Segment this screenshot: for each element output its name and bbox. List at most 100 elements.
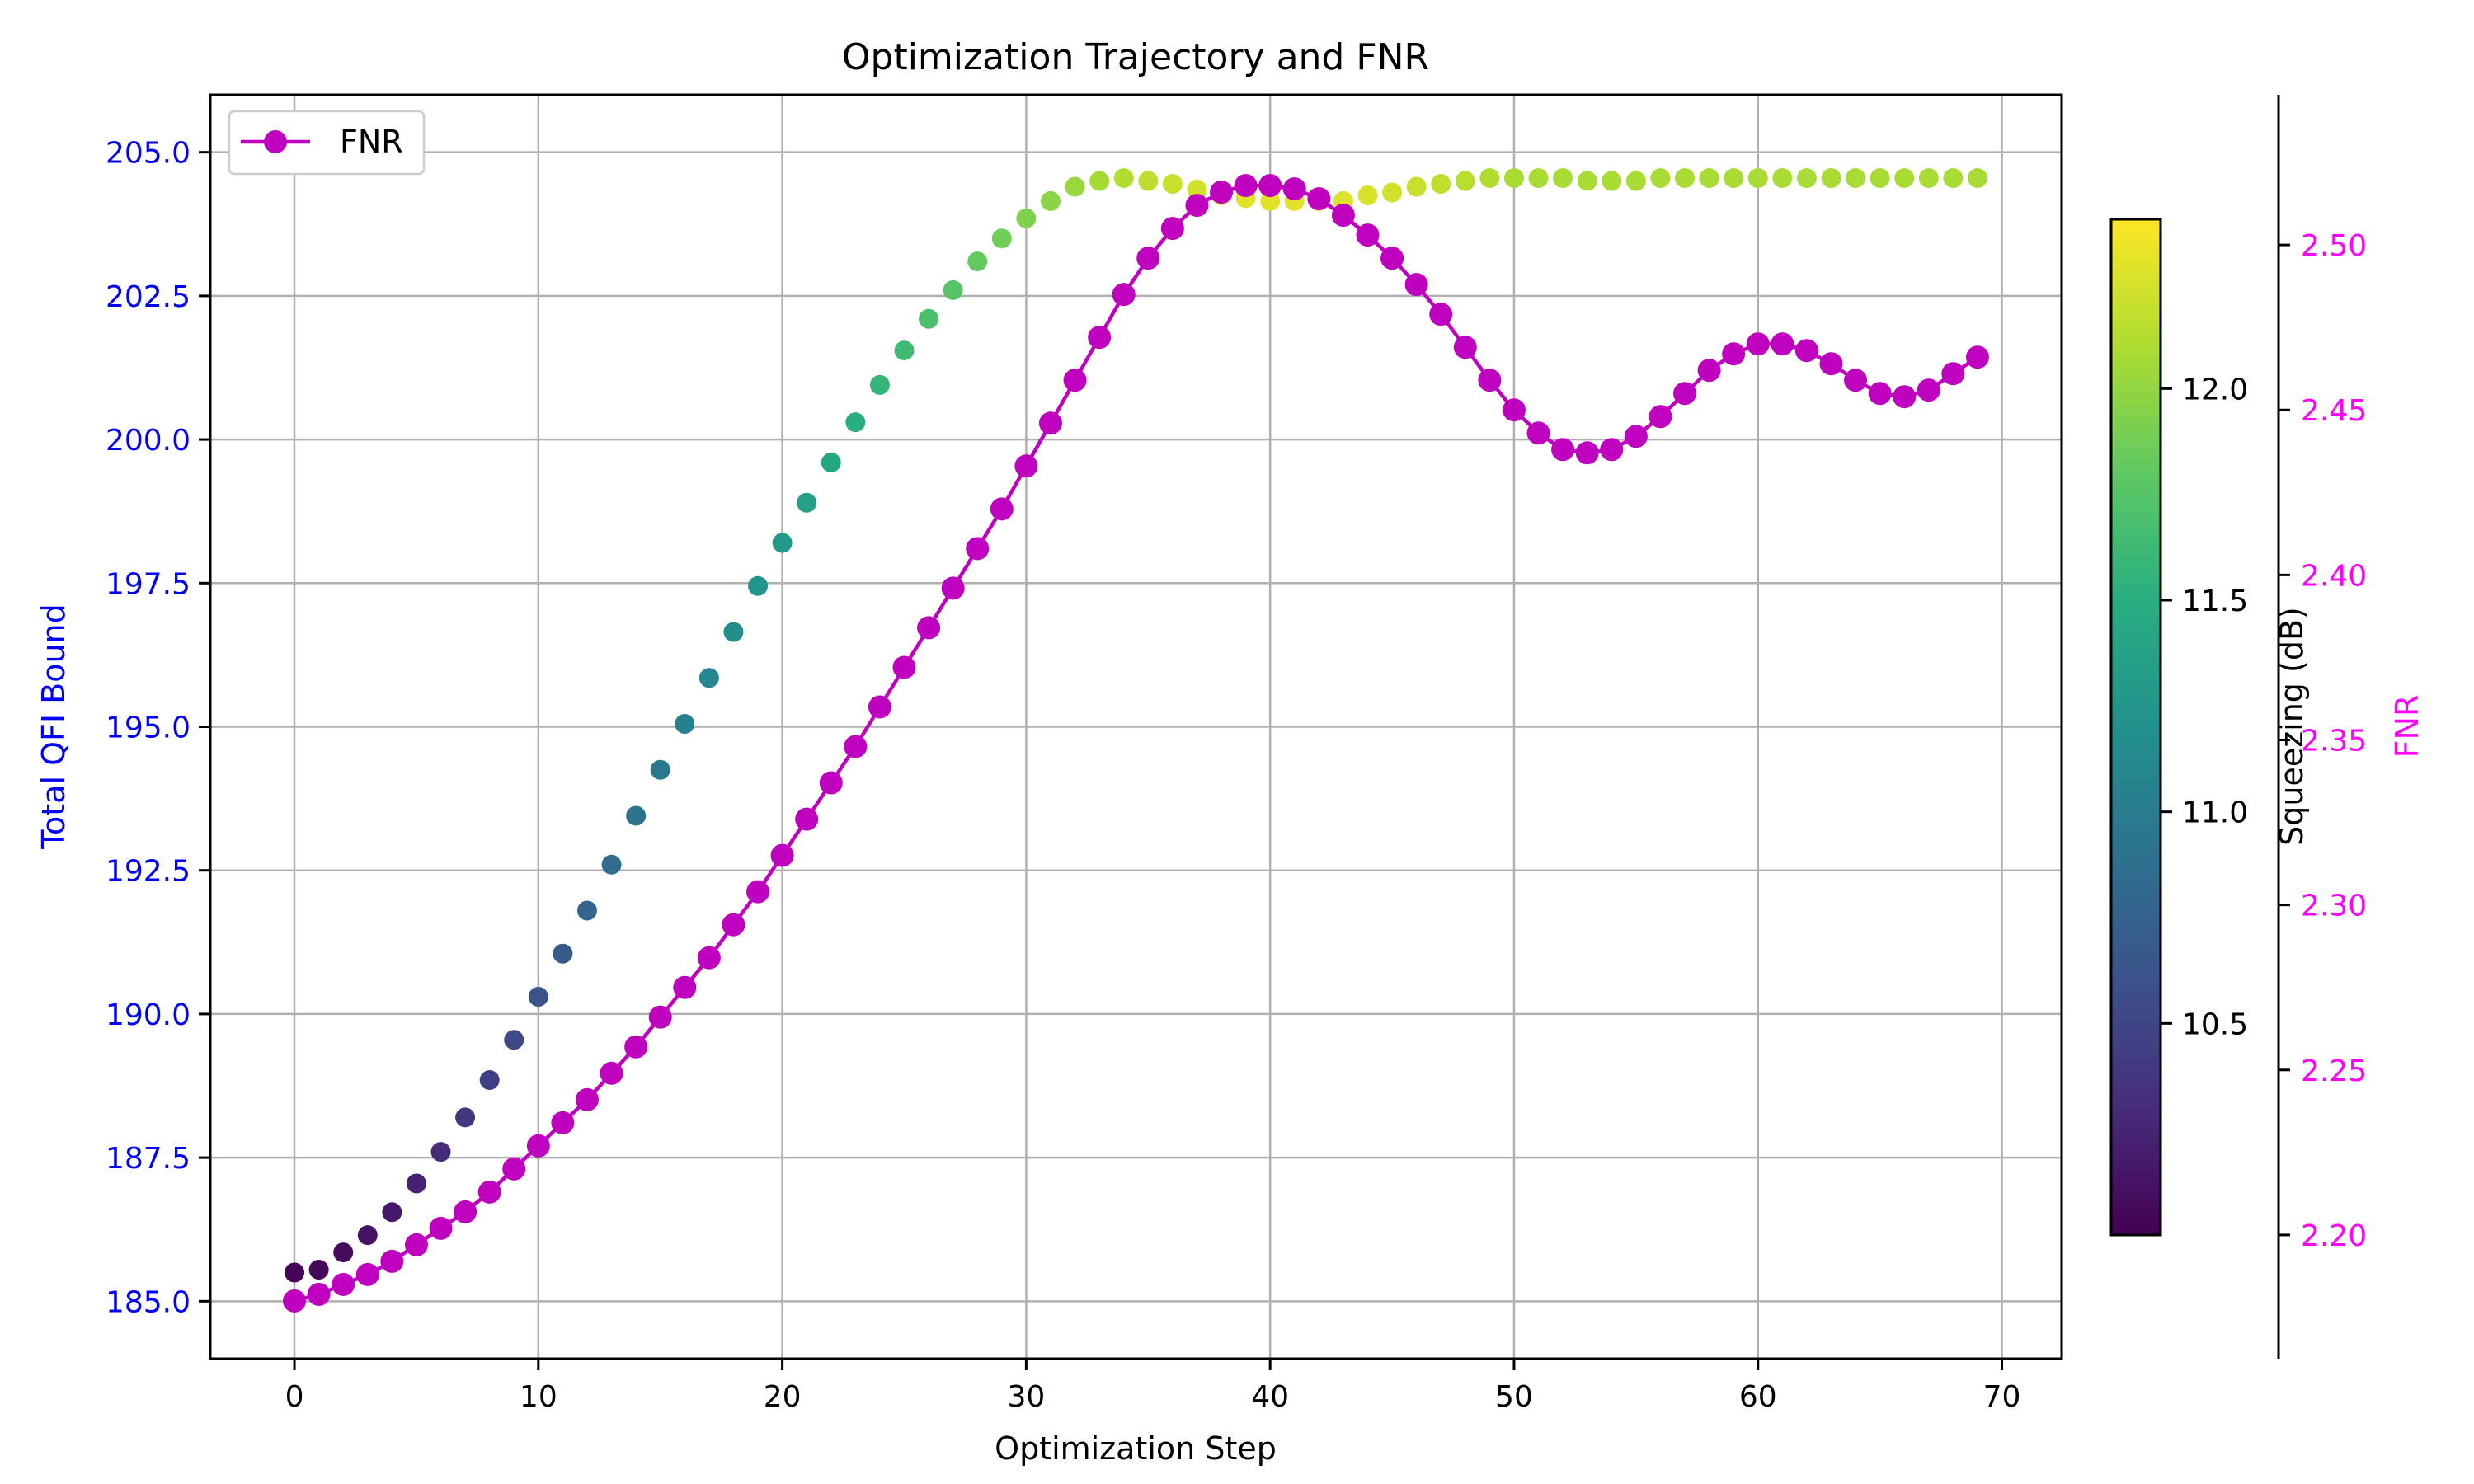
fnr-axis-ticks: 2.20 2.25 2.30 2.35 2.40 2.45 2.50 [2279,229,2367,1253]
fnr-point [526,1134,550,1158]
fnr-point [795,807,819,831]
fnr-axis-label: FNR [2389,695,2425,758]
x-tick-label: 40 [1251,1380,1289,1414]
fnr-point [941,576,965,600]
scatter-point [1625,171,1646,191]
scatter-point [1260,190,1281,211]
fnr-point [332,1272,355,1296]
fnr-tick-label: 2.20 [2301,1219,2367,1253]
fnr-point [746,880,770,904]
fnr-point [1771,332,1794,356]
scatter-point [919,308,939,329]
fnr-point [600,1061,623,1085]
scatter-point [1357,185,1378,205]
fnr-point [1844,369,1868,392]
y-tick-label: 190.0 [106,998,190,1032]
scatter-point [797,492,817,513]
fnr-point [1673,382,1697,406]
scatter-point [1821,168,1841,189]
fnr-point [1160,217,1184,241]
colorbar-tick-label: 11.0 [2182,796,2248,830]
colorbar-gradient [2109,218,2162,1237]
fnr-point [1088,326,1112,350]
fnr-point [1649,405,1672,429]
fnr-tick-label: 2.30 [2301,890,2367,923]
fnr-point [1917,378,1940,402]
fnr-point [283,1289,307,1313]
fnr-tick-label: 2.50 [2301,229,2367,263]
scatter-point [650,759,670,780]
fnr-point [1063,369,1087,392]
scatter-point [1724,168,1744,189]
fnr-tick-label: 2.25 [2301,1054,2367,1088]
fnr-point [648,1005,672,1029]
fnr-point [1502,398,1526,422]
scatter-point [553,943,573,964]
scatter-point [1650,168,1671,189]
x-tick-label: 30 [1007,1380,1045,1414]
scatter-point [943,279,963,300]
fnr-point [1965,345,1989,369]
scatter-point [1846,168,1866,189]
scatter-point [991,228,1012,249]
fnr-point [502,1157,526,1181]
fnr-point [575,1087,599,1111]
fnr-point [1210,181,1234,204]
fnr-point [1746,332,1770,356]
fnr-point [1551,438,1575,462]
scatter-point [1528,168,1549,189]
scatter-point [1187,179,1207,200]
scatter-point [1577,171,1597,191]
fnr-point [1014,454,1038,478]
fnr-tick-label: 2.40 [2301,559,2367,593]
fnr-point [892,655,916,679]
y-tick-label: 197.5 [106,567,190,601]
y-tick-label: 200.0 [106,424,190,458]
scatter-point [308,1259,329,1280]
fnr-point [1794,339,1818,363]
fnr-point [1941,362,1965,386]
fnr-point [624,1035,648,1059]
fnr-tick-label: 2.35 [2301,725,2367,758]
scatter-point [1602,171,1622,191]
fnr-point [990,497,1014,521]
scatter-point [894,340,915,361]
fnr-point [770,843,794,867]
fnr-point [1307,187,1331,211]
scatter-point [1747,168,1768,189]
scatter-point [869,374,890,395]
fnr-point [1526,421,1550,445]
y-axis-ticks: 185.0 187.5 190.0 192.5 195.0 197.5 200.0 202.5… [106,137,210,1319]
scatter-point [1894,168,1915,189]
scatter-point [1675,168,1696,189]
fnr-point [1185,194,1209,218]
x-tick-label: 50 [1495,1380,1533,1414]
fnr-point [429,1216,453,1240]
legend-fnr-label: FNR [340,124,403,160]
y-tick-label: 205.0 [106,137,190,171]
fnr-line [294,183,1979,1303]
scatter-point [455,1107,476,1128]
fnr-point [307,1282,331,1306]
fnr-point [355,1262,379,1286]
scatter-point [698,668,719,688]
fnr-point [819,771,843,795]
fnr-point [722,913,745,937]
scatter-point [1455,171,1475,191]
fnr-series [283,174,1989,1313]
scatter-point [357,1225,378,1246]
x-tick-label: 60 [1739,1380,1777,1414]
fnr-point [917,616,941,640]
scatter-point [479,1070,500,1091]
scatter-point [382,1202,402,1223]
chart-title: Optimization Trajectory and FNR [842,36,1429,78]
fnr-point [1453,336,1477,359]
scatter-point [1967,168,1987,189]
fnr-tick-label: 2.45 [2301,394,2367,428]
scatter-point [821,452,841,472]
scatter-point [1113,168,1134,189]
scatter-point [576,900,597,921]
x-tick-label: 20 [764,1380,802,1414]
fnr-point [551,1111,575,1134]
scatter-point [772,533,793,553]
